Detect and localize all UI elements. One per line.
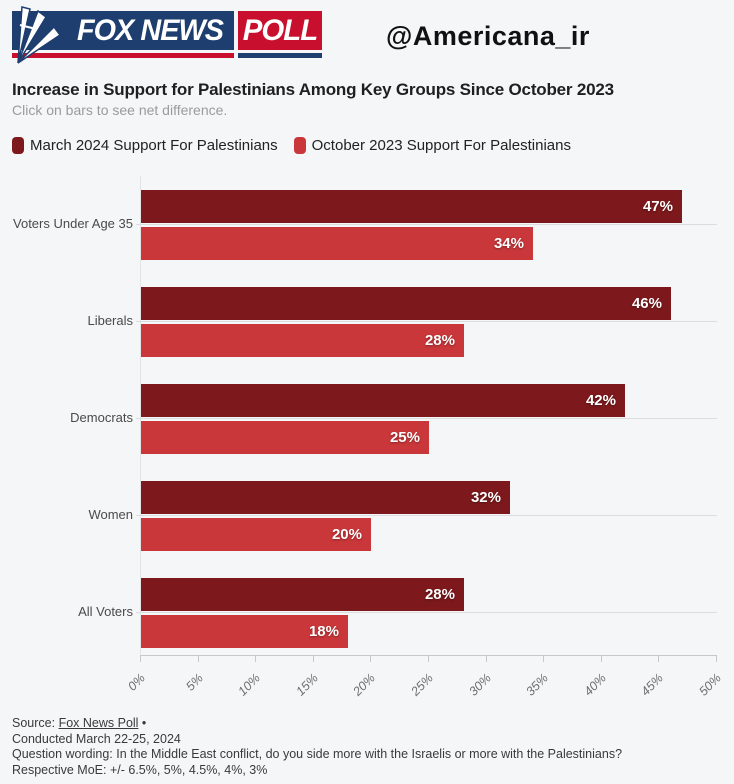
question-line: Question wording: In the Middle East con… <box>12 747 623 761</box>
x-axis-tick-label: 50% <box>696 671 724 699</box>
legend: March 2024 Support For Palestinians Octo… <box>12 137 571 154</box>
x-axis-tick <box>601 655 602 662</box>
x-axis-tick <box>486 655 487 662</box>
bar-value-label: 42% <box>585 392 616 409</box>
bar-value-label: 18% <box>308 623 339 640</box>
gridline <box>136 612 717 613</box>
zero-gridline <box>140 176 141 655</box>
legend-swatch-march-2024 <box>12 137 24 154</box>
x-axis-tick <box>198 655 199 662</box>
gridline <box>136 515 717 516</box>
category-label: Voters Under Age 35 <box>13 216 133 231</box>
x-axis-tick <box>428 655 429 662</box>
fox-news-logo-text: FOX NEWS <box>77 13 224 47</box>
bar-march-2024-voters-under-age-35[interactable]: 47% <box>141 190 682 223</box>
x-axis-tick <box>255 655 256 662</box>
source-bullet: • <box>138 716 147 730</box>
category-label: Democrats <box>70 410 133 425</box>
logo-blue-stripe <box>238 53 322 58</box>
gridline <box>136 321 717 322</box>
logo-red-stripe <box>12 53 234 58</box>
footer: Source: Fox News Poll • Conducted March … <box>12 716 622 778</box>
bar-value-label: 46% <box>631 295 662 312</box>
moe-line: Respective MoE: +/- 6.5%, 5%, 4.5%, 4%, … <box>12 762 268 777</box>
x-axis-tick <box>370 655 371 662</box>
legend-item-march-2024: March 2024 Support For Palestinians <box>12 137 278 154</box>
bar-value-label: 47% <box>642 198 673 215</box>
twitter-handle: @Americana_ir <box>386 21 590 51</box>
bar-value-label: 34% <box>493 235 524 252</box>
legend-swatch-october-2023 <box>293 137 306 154</box>
bar-march-2024-women[interactable]: 32% <box>141 481 510 514</box>
bar-value-label: 28% <box>424 586 455 603</box>
chart-area: Voters Under Age 35 47% 34% Liberals 46% 28% D… <box>0 172 734 732</box>
bar-october-2023-liberals[interactable]: 28% <box>141 324 464 357</box>
bar-value-label: 20% <box>331 526 362 543</box>
source-link[interactable]: Fox News Poll <box>58 716 139 730</box>
x-axis-tick <box>543 655 544 662</box>
searchlight-icon <box>17 6 62 64</box>
fox-news-logo-box: FOX NEWS <box>12 11 234 58</box>
legend-label-october-2023: October 2023 Support For Palestinians <box>311 137 571 154</box>
chart-title: Increase in Support for Palestinians Amo… <box>12 80 614 99</box>
fox-news-poll-logo: FOX NEWS POLL <box>12 6 322 64</box>
bar-march-2024-liberals[interactable]: 46% <box>141 287 671 320</box>
x-axis-tick <box>716 655 717 662</box>
bar-value-label: 25% <box>389 429 420 446</box>
poll-logo-box: POLL <box>238 11 322 58</box>
chart-subtitle: Click on bars to see net difference. <box>12 102 228 118</box>
bar-march-2024-all-voters[interactable]: 28% <box>141 578 464 611</box>
bar-october-2023-women[interactable]: 20% <box>141 518 371 551</box>
gridline <box>136 224 717 225</box>
bar-october-2023-voters-under-age-35[interactable]: 34% <box>141 227 533 260</box>
poll-logo-text: POLL <box>242 13 318 47</box>
source-prefix: Source: <box>12 716 59 730</box>
source-line: Source: Fox News Poll • <box>12 716 622 732</box>
x-axis-tick <box>313 655 314 662</box>
gridline <box>136 418 717 419</box>
legend-item-october-2023: October 2023 Support For Palestinians <box>293 137 571 154</box>
bar-october-2023-all-voters[interactable]: 18% <box>141 615 348 648</box>
bar-value-label: 28% <box>424 332 455 349</box>
bar-october-2023-democrats[interactable]: 25% <box>141 421 429 454</box>
category-label: All Voters <box>78 604 133 619</box>
conducted-line: Conducted March 22-25, 2024 <box>12 731 181 746</box>
bar-march-2024-democrats[interactable]: 42% <box>141 384 625 417</box>
category-label: Women <box>88 507 133 522</box>
x-axis-tick <box>140 655 141 662</box>
category-label: Liberals <box>87 313 133 328</box>
bar-value-label: 32% <box>470 489 501 506</box>
legend-label-march-2024: March 2024 Support For Palestinians <box>30 137 278 154</box>
x-axis-tick <box>658 655 659 662</box>
